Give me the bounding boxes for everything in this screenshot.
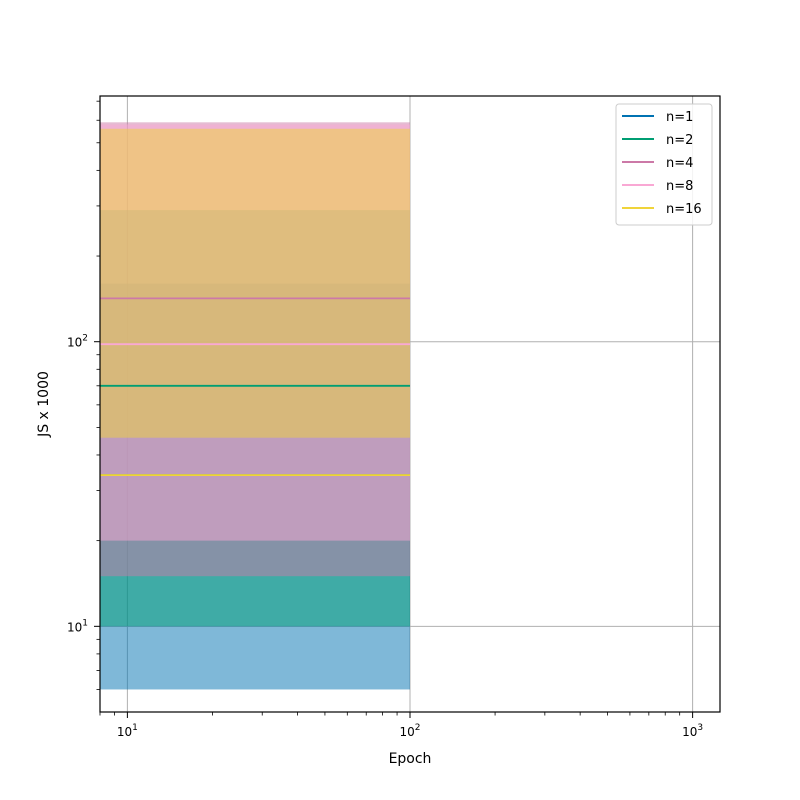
legend-label-n=1: n=1 bbox=[666, 110, 693, 125]
band-n=16 bbox=[100, 128, 410, 438]
x-tick-label: 102 bbox=[399, 723, 420, 739]
y-tick-label: 101 bbox=[67, 618, 88, 634]
legend-label-n=4: n=4 bbox=[666, 156, 693, 171]
legend-box bbox=[615, 103, 713, 226]
legend-label-n=8: n=8 bbox=[666, 179, 693, 194]
legend-label-n=16: n=16 bbox=[666, 202, 702, 217]
x-tick-label: 103 bbox=[682, 723, 703, 739]
y-axis-label: JS x 1000 bbox=[36, 371, 52, 438]
x-tick-label: 101 bbox=[117, 723, 138, 739]
x-axis-label: Epoch bbox=[389, 751, 432, 767]
legend: n=1 n=2 n=4 n=8 n=16 bbox=[615, 103, 713, 226]
legend-label-n=2: n=2 bbox=[666, 133, 693, 148]
y-tick-label: 102 bbox=[67, 334, 88, 350]
